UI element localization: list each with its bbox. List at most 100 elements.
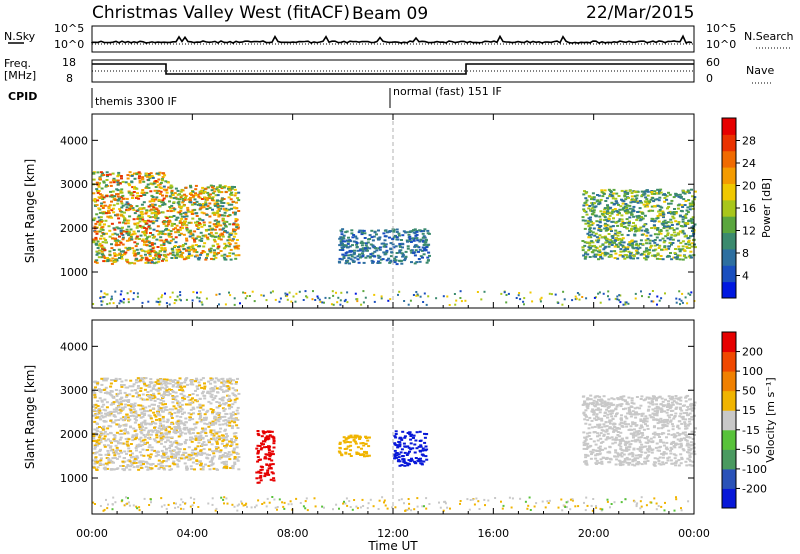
heatmap-cell xyxy=(108,235,112,238)
heatmap-cell xyxy=(406,452,410,455)
heatmap-cell xyxy=(615,458,619,461)
heatmap-cell xyxy=(362,290,365,293)
heatmap-cell xyxy=(215,293,218,296)
heatmap-cell xyxy=(184,224,188,227)
heatmap-cell xyxy=(418,260,422,263)
heatmap-cell xyxy=(152,421,156,424)
heatmap-cell xyxy=(113,457,117,459)
heatmap-cell xyxy=(640,211,644,214)
heatmap-cell xyxy=(209,234,213,237)
heatmap-cell xyxy=(223,185,227,188)
heatmap-cell xyxy=(215,450,219,453)
heatmap-cell xyxy=(161,199,165,202)
heatmap-cell xyxy=(391,243,395,246)
heatmap-cell xyxy=(209,390,213,393)
heatmap-cell xyxy=(645,228,649,231)
heatmap-cell xyxy=(157,427,161,430)
heatmap-cell xyxy=(205,456,209,459)
heatmap-cell xyxy=(619,243,623,246)
heatmap-cell xyxy=(648,239,652,242)
heatmap-cell xyxy=(138,224,142,227)
heatmap-cell xyxy=(188,245,192,248)
heatmap-cell xyxy=(120,177,123,180)
heatmap-cell xyxy=(312,290,314,293)
heatmap-cell xyxy=(593,202,597,205)
heatmap-cell xyxy=(688,205,692,208)
heatmap-cell xyxy=(126,177,130,180)
heatmap-cell xyxy=(208,250,212,253)
heatmap-cell xyxy=(144,174,148,177)
heatmap-cell xyxy=(354,436,357,439)
heatmap-cell xyxy=(668,227,672,230)
heatmap-cell xyxy=(197,437,201,440)
heatmap-cell xyxy=(110,222,114,225)
heatmap-cell xyxy=(630,195,634,198)
heatmap-cell xyxy=(140,422,143,425)
heatmap-cell xyxy=(684,418,688,421)
heatmap-cell xyxy=(120,433,124,435)
heatmap-cell xyxy=(622,303,625,306)
heatmap-cell xyxy=(159,437,163,440)
heatmap-cell xyxy=(216,189,220,192)
heatmap-cell xyxy=(340,258,344,261)
heatmap-cell xyxy=(607,188,611,191)
heatmap-cell xyxy=(107,212,111,214)
heatmap-cell xyxy=(222,461,226,463)
heatmap-cell xyxy=(387,257,391,260)
heatmap-cell xyxy=(184,439,188,441)
heatmap-cell xyxy=(591,251,595,254)
heatmap-cell xyxy=(220,381,224,384)
heatmap-cell xyxy=(160,239,164,242)
heatmap-cell xyxy=(423,228,427,231)
heatmap-cell xyxy=(359,454,363,456)
heatmap-cell xyxy=(142,230,146,233)
heatmap-cell xyxy=(658,189,661,192)
heatmap-cell xyxy=(221,235,225,238)
heatmap-cell xyxy=(201,429,205,432)
heatmap-cell xyxy=(216,419,220,422)
heatmap-cell xyxy=(613,245,617,248)
heatmap-cell xyxy=(139,445,143,447)
heatmap-cell xyxy=(244,292,247,294)
heatmap-cell xyxy=(192,453,196,456)
heatmap-cell xyxy=(400,464,404,467)
heatmap-cell xyxy=(256,430,260,432)
heatmap-cell xyxy=(675,257,679,260)
heatmap-cell xyxy=(208,441,211,444)
heatmap-cell xyxy=(151,211,155,214)
heatmap-cell xyxy=(133,241,137,244)
heatmap-cell xyxy=(132,408,136,411)
heatmap-cell xyxy=(113,436,117,439)
heatmap-cell xyxy=(678,254,682,257)
heatmap-cell xyxy=(595,253,599,256)
heatmap-cell xyxy=(96,171,100,174)
heatmap-cell xyxy=(316,295,319,298)
heatmap-cell xyxy=(679,225,683,227)
heatmap-cell xyxy=(182,248,186,251)
heatmap-cell xyxy=(216,204,220,207)
heatmap-cell xyxy=(367,454,371,457)
heatmap-cell xyxy=(583,209,586,212)
heatmap-cell xyxy=(358,249,362,252)
heatmap-cell xyxy=(679,399,683,402)
heatmap-cell xyxy=(143,382,147,385)
heatmap-cell xyxy=(622,222,626,225)
heatmap-cell xyxy=(414,249,418,252)
heatmap-cell xyxy=(160,394,164,397)
heatmap-cell xyxy=(113,452,117,455)
heatmap-cell xyxy=(179,432,183,435)
heatmap-cell xyxy=(142,193,146,196)
heatmap-cell xyxy=(190,381,194,384)
heatmap-cell xyxy=(98,197,102,199)
heatmap-cell xyxy=(163,378,166,381)
heatmap-cell xyxy=(363,451,367,454)
heatmap-cell xyxy=(150,242,154,244)
heatmap-cell xyxy=(108,446,112,449)
heatmap-cell xyxy=(154,252,158,255)
heatmap-cell xyxy=(110,216,114,219)
heatmap-cell xyxy=(180,408,184,411)
heatmap-cell xyxy=(161,232,165,235)
heatmap-cell xyxy=(92,199,96,202)
heatmap-cell xyxy=(129,290,132,293)
heatmap-cell xyxy=(423,247,427,250)
